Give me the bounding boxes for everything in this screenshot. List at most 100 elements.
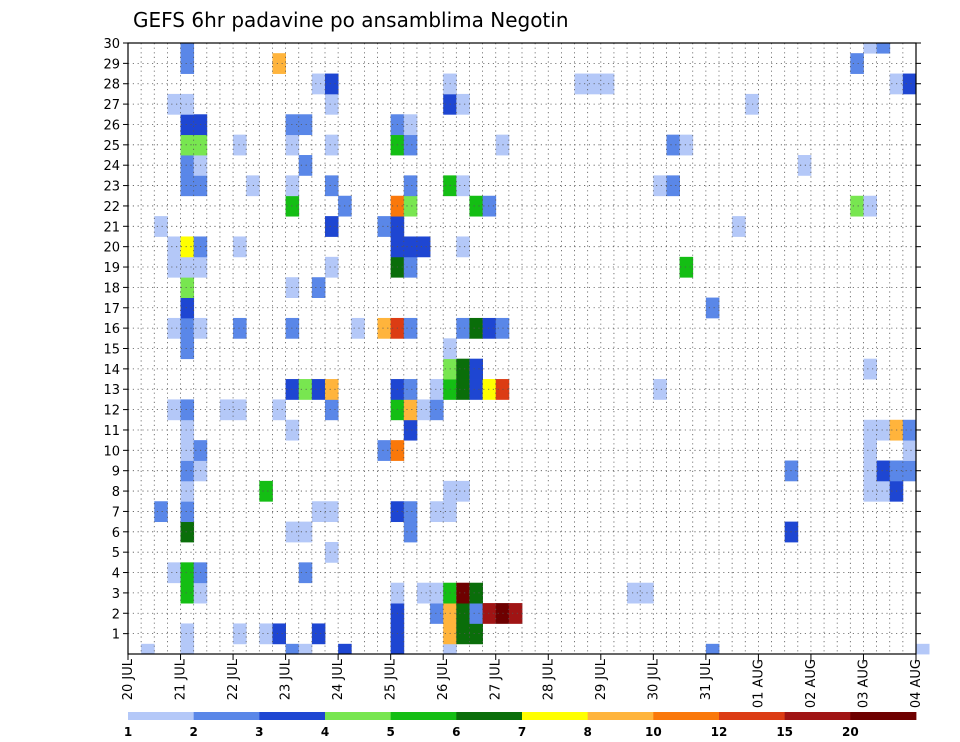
heatmap-cell-69 — [180, 440, 195, 461]
heatmap-cell-117 — [377, 317, 392, 339]
x-tick-label-11: 31 JUL — [699, 658, 714, 700]
y-tick-label-10: 10 — [103, 444, 120, 459]
heatmap-cell-87 — [325, 399, 339, 421]
colorbar-segment-5 — [456, 712, 523, 720]
heatmap-cell-144 — [154, 216, 168, 237]
y-tick-label-1: 1 — [112, 628, 120, 643]
heatmap-cell-101 — [469, 379, 483, 400]
heatmap-cell-153 — [469, 195, 483, 217]
heatmap-cell-52 — [403, 501, 418, 523]
heatmap-cell-53 — [430, 501, 444, 523]
heatmap-cell-89 — [403, 399, 418, 421]
y-tick-label-3: 3 — [112, 587, 120, 602]
heatmap-cell-83 — [180, 399, 195, 421]
heatmap-cell-122 — [482, 317, 497, 339]
heatmap-cell-143 — [456, 236, 470, 258]
heatmap-cell-34 — [469, 582, 483, 604]
y-tick-label-21: 21 — [103, 220, 120, 235]
y-tick-label-12: 12 — [103, 404, 120, 419]
heatmap-cell-91 — [430, 399, 444, 421]
heatmap-cell-146 — [377, 216, 392, 237]
heatmap-cell-134 — [403, 256, 418, 278]
heatmap-cell-179 — [666, 134, 680, 156]
heatmap-cell-189 — [325, 93, 339, 115]
y-tick-label-27: 27 — [103, 98, 120, 113]
heatmap-cell-141 — [403, 236, 418, 258]
x-tick-label-13: 02 AUG — [804, 659, 819, 708]
heatmap-cell-170 — [797, 155, 812, 176]
heatmap-cell-68 — [902, 460, 917, 482]
heatmap-cell-200 — [902, 73, 917, 95]
y-tick-label-29: 29 — [103, 57, 120, 72]
colorbar-segment-7 — [587, 712, 654, 720]
x-tick-label-10: 30 JUL — [646, 658, 661, 700]
y-tick-label-30: 30 — [103, 37, 120, 52]
x-tick-label-12: 01 AUG — [751, 659, 766, 708]
x-tick-label-2: 22 JUL — [226, 658, 241, 700]
colorbar-label-10: 10 — [645, 725, 662, 739]
heatmap-cell-196 — [574, 73, 589, 95]
heatmap-cell-65 — [863, 460, 877, 482]
heatmap-cell-167 — [180, 155, 195, 176]
heatmap-cell-75 — [180, 419, 195, 441]
heatmap-cell-137 — [180, 236, 195, 258]
heatmap-cell-201 — [180, 53, 195, 74]
heatmap-cell-203 — [850, 53, 864, 74]
heatmap-cell-186 — [403, 114, 418, 136]
colorbar-segment-0 — [128, 712, 195, 720]
colorbar-label-3: 3 — [255, 725, 263, 739]
heatmap-cell-35 — [627, 582, 641, 604]
heatmap-cell-126 — [180, 277, 195, 298]
heatmap-cell-202 — [272, 53, 286, 74]
x-tick-label-15: 04 AUG — [909, 659, 924, 708]
heatmap-cell-59 — [863, 480, 877, 502]
heatmap-cell-82 — [167, 399, 181, 421]
heatmap-cell-136 — [167, 236, 181, 258]
heatmap-cell-10 — [705, 643, 720, 655]
y-tick-label-13: 13 — [103, 383, 120, 398]
colorbar-label-15: 15 — [776, 725, 793, 739]
heatmap-cell-11 — [916, 643, 930, 655]
heatmap-cell-204 — [863, 43, 877, 54]
x-tick-label-4: 24 JUL — [331, 658, 346, 700]
heatmap-cell-27 — [180, 582, 195, 604]
heatmap-cell-181 — [180, 114, 195, 136]
heatmap-cell-93 — [298, 379, 313, 400]
heatmap-cell-187 — [167, 93, 181, 115]
heatmap-cell-130 — [180, 256, 195, 278]
x-tick-label-5: 25 JUL — [384, 658, 399, 700]
heatmap-cell-47 — [154, 501, 168, 523]
y-tick-label-24: 24 — [103, 159, 120, 174]
heatmap-cell-5 — [298, 643, 313, 655]
heatmap-cell-74 — [902, 440, 917, 461]
grid-lines — [128, 43, 916, 654]
heatmap-cell-24 — [482, 603, 497, 624]
y-tick-label-15: 15 — [103, 343, 120, 358]
heatmap-cell-62 — [180, 460, 195, 482]
y-axis: 1234567891011121314151617181920212223242… — [103, 37, 921, 643]
y-tick-label-23: 23 — [103, 180, 120, 195]
heatmap-cell-20 — [430, 603, 444, 624]
heatmap-cell-7 — [390, 643, 405, 655]
heatmap-cell-50 — [325, 501, 339, 523]
heatmap-cell-162 — [403, 175, 418, 197]
heatmap-cell-148 — [732, 216, 746, 237]
colorbar-segment-4 — [390, 712, 457, 720]
colorbar-segment-8 — [653, 712, 720, 720]
heatmap-cell-205 — [876, 43, 891, 54]
heatmap-cell-4 — [285, 643, 300, 655]
heatmap-cell-22 — [456, 603, 470, 624]
heatmap-cell-161 — [325, 175, 339, 197]
x-tick-label-6: 26 JUL — [436, 658, 451, 700]
heatmap-cell-104 — [653, 379, 667, 400]
y-tick-label-19: 19 — [103, 261, 120, 276]
heatmap-cell-60 — [876, 480, 891, 502]
heatmap-cell-0 — [141, 643, 155, 655]
heatmap-cell-139 — [233, 236, 247, 258]
heatmap-cell-84 — [219, 399, 234, 421]
x-axis: 20 JUL 21 JUL 22 JUL 23 JUL 24 JUL 25 JUL 26 J… — [121, 654, 924, 708]
heatmap-cell-77 — [403, 419, 418, 441]
heatmap-cell-114 — [233, 317, 247, 339]
heatmap-cell-100 — [456, 379, 470, 400]
